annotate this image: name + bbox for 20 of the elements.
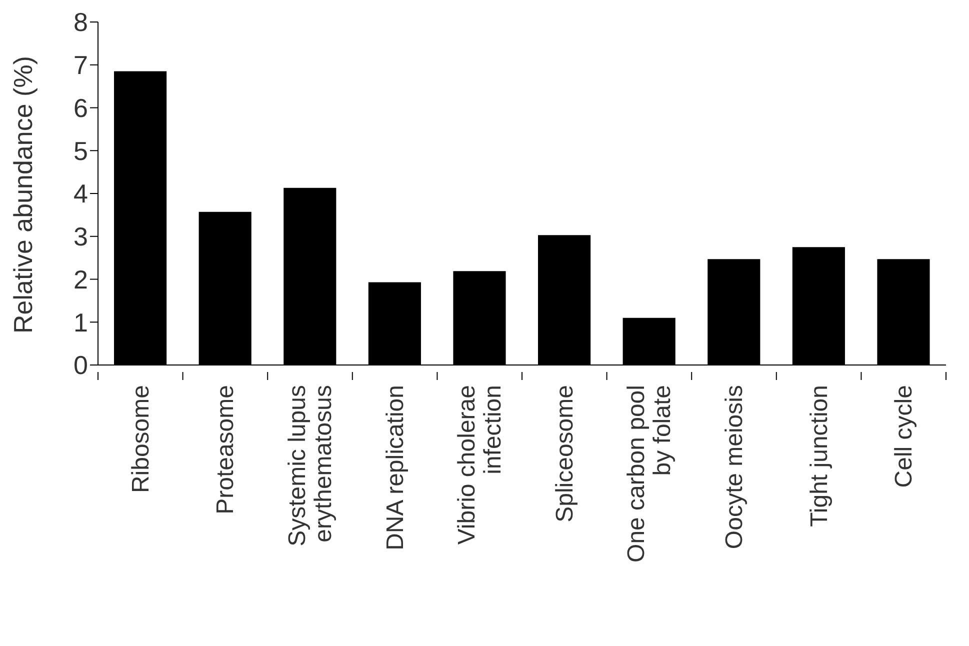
x-tick-label: One carbon pool by folate bbox=[623, 385, 676, 562]
y-tick-label: 8 bbox=[74, 7, 88, 38]
y-tick-label: 3 bbox=[74, 222, 88, 252]
y-tick-label: 0 bbox=[74, 350, 88, 380]
y-tick-label: 7 bbox=[74, 50, 88, 80]
x-tick-label: Ribosome bbox=[127, 385, 154, 494]
y-tick-label: 1 bbox=[74, 307, 88, 338]
y-tick-label: 4 bbox=[74, 178, 88, 209]
y-tick-label: 6 bbox=[74, 92, 88, 123]
y-tick-label: 5 bbox=[74, 136, 88, 166]
x-tick-label: Proteasome bbox=[212, 385, 240, 514]
y-tick-label: 2 bbox=[74, 264, 88, 294]
x-tick-label: DNA replication bbox=[382, 385, 409, 550]
x-tick-label: Vibrio cholerae infection bbox=[454, 385, 507, 545]
y-axis-title: Relative abundance (%) bbox=[8, 56, 38, 334]
x-tick-label: Tight junction bbox=[806, 385, 833, 527]
x-tick-label: Oocyte meiosis bbox=[721, 385, 748, 550]
x-tick-label: Systemic lupus erythematosus bbox=[284, 385, 337, 546]
x-tick-label: Cell cycle bbox=[890, 385, 918, 488]
x-tick-label: Spliceosome bbox=[551, 385, 578, 522]
